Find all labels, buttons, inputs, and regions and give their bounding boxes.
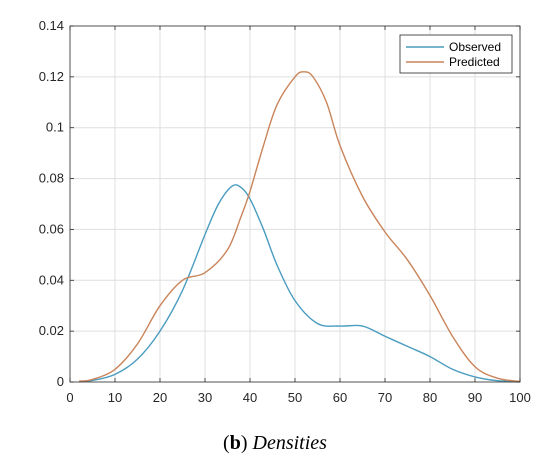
x-tick-label: 90 bbox=[468, 390, 482, 405]
y-tick-label: 0.12 bbox=[39, 69, 64, 84]
series-line-observed bbox=[78, 184, 521, 383]
legend-box bbox=[399, 34, 513, 74]
y-tick-label: 0.06 bbox=[39, 221, 64, 236]
y-tick-label: 0.14 bbox=[39, 18, 64, 33]
x-tick-label: 80 bbox=[423, 390, 437, 405]
series-lines bbox=[78, 71, 521, 383]
caption-close-paren: ) bbox=[240, 432, 248, 454]
x-tick-label: 0 bbox=[66, 390, 73, 405]
x-tick-label: 40 bbox=[243, 390, 257, 405]
y-tick-label: 0.02 bbox=[39, 323, 64, 338]
x-tick-label: 70 bbox=[378, 390, 392, 405]
legend-label-predicted: Predicted bbox=[449, 55, 500, 69]
y-tick-label: 0.1 bbox=[46, 120, 64, 135]
x-tick-label: 30 bbox=[198, 390, 212, 405]
figure-caption: (b) Densities bbox=[0, 432, 550, 455]
x-tick-label: 10 bbox=[108, 390, 122, 405]
x-tick-label: 60 bbox=[333, 390, 347, 405]
series-line-predicted bbox=[78, 71, 521, 383]
axis-ticks: 0 10 20 30 40 50 60 70 80 90 100 0 0.02 0.04 0.06 0.08 0… bbox=[39, 18, 531, 405]
x-tick-label: 20 bbox=[153, 390, 167, 405]
caption-open-paren: ( bbox=[223, 432, 230, 454]
caption-text: Densities bbox=[252, 432, 327, 454]
y-tick-label: 0.04 bbox=[39, 272, 64, 287]
y-tick-label: 0 bbox=[57, 374, 64, 389]
y-tick-label: 0.08 bbox=[39, 171, 64, 186]
caption-letter: b bbox=[229, 432, 241, 454]
x-tick-label: 50 bbox=[288, 390, 302, 405]
x-tick-label: 100 bbox=[509, 390, 531, 405]
density-chart: 0 10 20 30 40 50 60 70 80 90 100 0 0.02 0.04 0.06 0.08 0… bbox=[39, 18, 531, 405]
legend-label-observed: Observed bbox=[449, 40, 501, 54]
